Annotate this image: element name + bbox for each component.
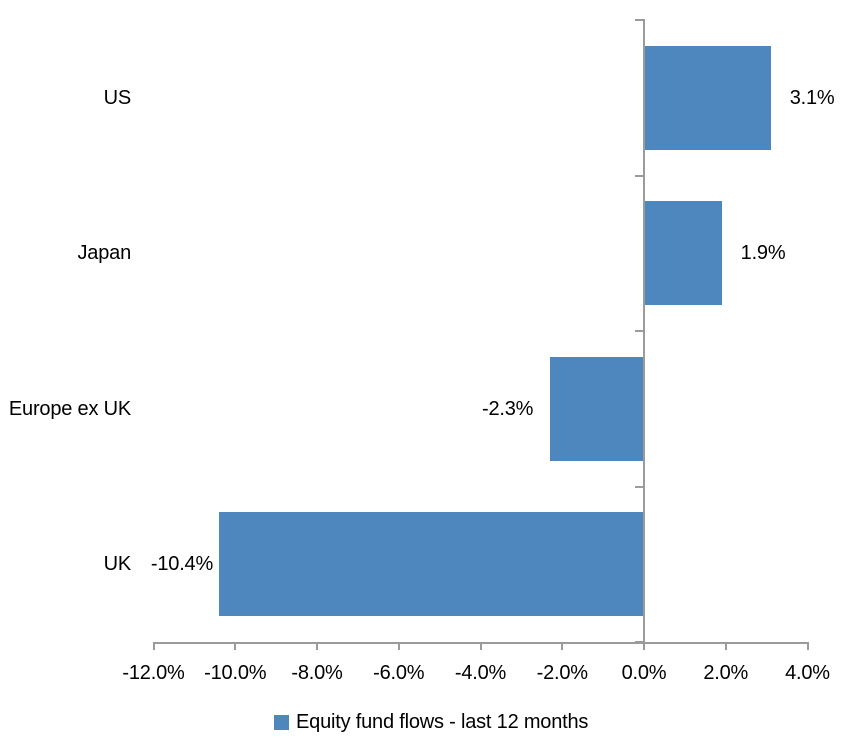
x-tick-label: 0.0% (621, 662, 667, 684)
y-axis-tick (635, 19, 643, 21)
x-tick-label: -12.0% (122, 662, 185, 684)
bar (218, 512, 644, 617)
x-axis-tick (806, 642, 809, 650)
legend-label: Equity fund flows - last 12 months (296, 711, 589, 733)
x-axis-tick (724, 642, 727, 650)
x-tick-label: -10.0% (204, 662, 267, 684)
x-axis-tick (479, 642, 482, 650)
x-axis-tick (561, 642, 564, 650)
x-axis-tick (152, 642, 155, 650)
y-axis-tick (635, 641, 643, 643)
category-label: Europe ex UK (8, 397, 131, 420)
category-label: US (103, 86, 132, 109)
x-axis-tick (316, 642, 318, 650)
bar (644, 45, 771, 150)
category-label: UK (103, 553, 132, 576)
x-axis-tick (234, 642, 237, 650)
x-tick-label: 2.0% (703, 662, 749, 684)
bar (549, 356, 644, 461)
x-tick-label: 4.0% (785, 662, 830, 684)
y-axis-tick (635, 330, 643, 332)
x-tick-label: -4.0% (454, 662, 507, 684)
x-tick-label: -2.0% (536, 662, 588, 684)
value-label: 3.1% (789, 86, 835, 109)
y-axis-line (643, 19, 645, 650)
legend-swatch-icon (274, 714, 289, 730)
value-label: -10.4% (150, 553, 214, 576)
x-tick-label: -8.0% (291, 662, 343, 684)
x-axis-tick (397, 642, 400, 650)
y-axis-tick (635, 485, 643, 488)
value-label: -2.3% (481, 397, 534, 420)
bar (644, 201, 722, 306)
legend: Equity fund flows - last 12 months (274, 707, 588, 737)
category-label: Japan (77, 242, 132, 265)
value-label: 1.9% (740, 242, 786, 265)
x-tick-label: -6.0% (373, 662, 425, 684)
y-axis-tick (635, 174, 643, 177)
